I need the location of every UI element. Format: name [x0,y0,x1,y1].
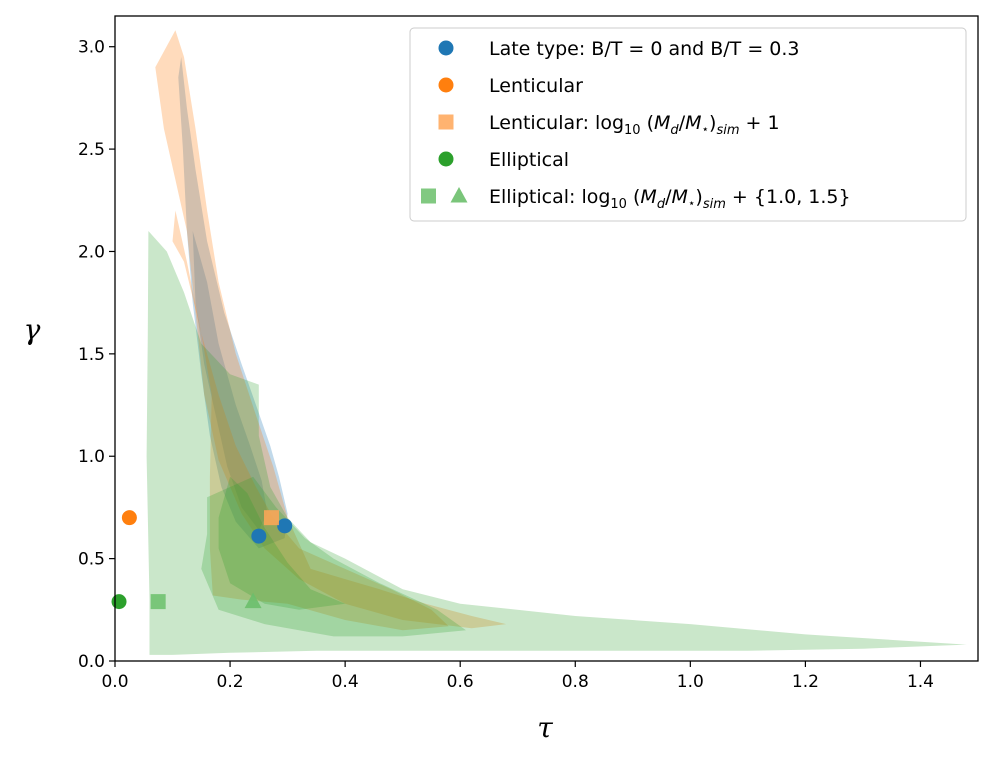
region-lenticular-2 [155,30,507,629]
region-lenticular-3 [172,210,449,631]
region-late_type-1 [192,231,268,530]
data-points [111,510,293,610]
legend: Late type: B/T = 0 and B/T = 0.3 Lenticul… [409,27,967,222]
x-tick-label: 0.0 [101,672,128,692]
x-tick-label: 0.4 [332,672,359,692]
x-tick-label: 0.8 [562,672,589,692]
point-elliptical_sim_1.5-0 [244,592,262,609]
y-tick-label: 0.5 [78,550,105,570]
x-axis-label: τ [537,711,553,744]
y-tick-label: 3.0 [78,38,105,58]
legend-label-2: Lenticular: log10 (Md/M⋆)sim + 1 [489,112,780,138]
legend-label-0: Late type: B/T = 0 and B/T = 0.3 [489,38,800,60]
y-axis-ticks: 0.0 0.5 1.0 1.5 2.0 2.5 3.0 [78,38,115,672]
region-late_type-0 [178,57,288,549]
x-tick-label: 0.2 [217,672,244,692]
y-tick-label: 1.5 [78,345,105,365]
x-tick-label: 1.0 [677,672,704,692]
y-tick-label: 0.0 [78,652,105,672]
legend-label-4: Elliptical: log10 (Md/M⋆)sim + {1.0, 1.5… [489,186,851,212]
x-tick-label: 0.6 [447,672,474,692]
x-tick-label: 1.2 [792,672,819,692]
y-axis-label: γ [24,313,41,346]
region-elliptical-4 [146,231,967,655]
point-elliptical_sim_1.0-0 [150,594,166,610]
legend-marker-circle [438,40,454,56]
point-late_type-0 [251,528,267,544]
y-tick-label: 2.5 [78,140,105,160]
x-axis-ticks: 0.0 0.2 0.4 0.6 0.8 1.0 1.2 1.4 [101,661,934,692]
point-late_type-1 [277,518,293,534]
legend-marker-square [438,114,454,130]
legend-label-3: Elliptical [489,149,569,171]
y-tick-label: 2.0 [78,242,105,262]
x-tick-label: 1.4 [907,672,934,692]
legend-box [409,27,967,222]
point-elliptical-0 [111,594,127,610]
legend-label-1: Lenticular [489,75,583,97]
legend-marker-square [421,188,436,204]
legend-marker-circle [438,151,454,167]
legend-marker-triangle [450,187,468,203]
legend-marker-circle [438,77,454,93]
region-elliptical-6 [218,476,346,610]
plot-frame [114,15,979,662]
point-lenticular-0 [121,510,137,526]
point-lenticular_sim-0 [263,510,279,526]
y-tick-label: 1.0 [78,447,105,467]
